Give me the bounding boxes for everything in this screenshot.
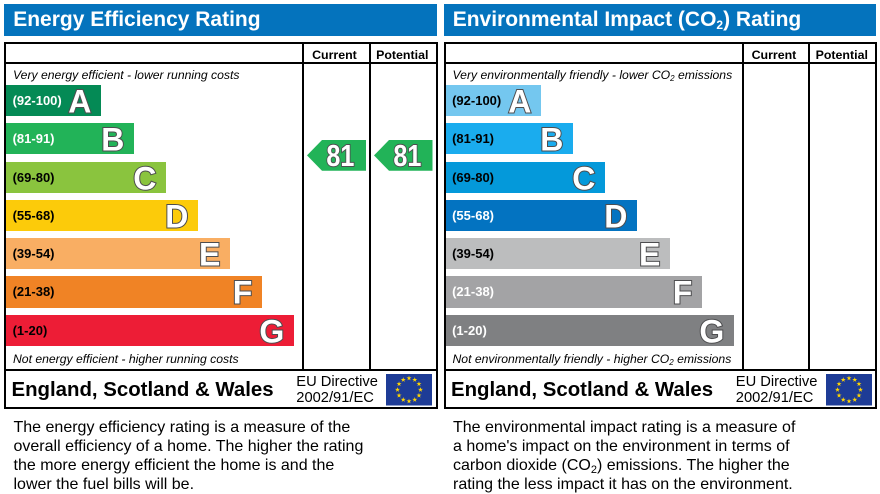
- svg-text:G: G: [699, 315, 724, 346]
- svg-text:D: D: [604, 200, 627, 231]
- svg-text:B: B: [540, 123, 563, 154]
- svg-text:81: 81: [326, 140, 354, 171]
- svg-text:81: 81: [394, 140, 422, 171]
- svg-text:E: E: [199, 238, 220, 269]
- svg-text:G: G: [260, 315, 285, 346]
- svg-text:D: D: [165, 200, 188, 231]
- svg-text:E: E: [638, 238, 659, 269]
- svg-text:F: F: [672, 276, 692, 307]
- svg-text:A: A: [68, 85, 91, 116]
- svg-text:C: C: [133, 162, 156, 193]
- svg-text:C: C: [572, 162, 595, 193]
- svg-text:A: A: [508, 85, 531, 116]
- svg-text:F: F: [233, 276, 253, 307]
- svg-text:B: B: [101, 123, 124, 154]
